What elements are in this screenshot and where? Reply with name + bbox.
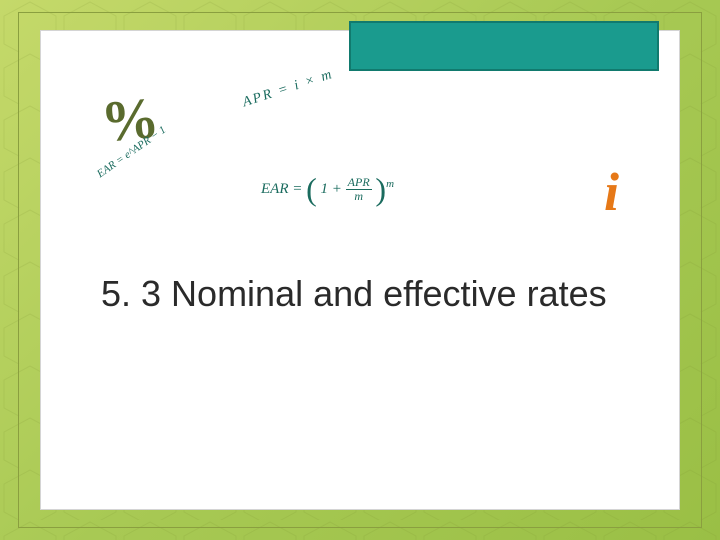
i-symbol: i: [604, 161, 619, 223]
left-paren: (: [306, 171, 317, 207]
formula-region: % APR = i × m EAR = e^APR − 1 EAR = ( 1 …: [81, 51, 639, 251]
formula-apr: APR = i × m: [241, 67, 336, 111]
right-paren: ): [375, 171, 386, 207]
fraction: APR m: [346, 176, 372, 203]
formula-ear-compound: EAR = ( 1 + APR m )m: [261, 171, 394, 208]
content-panel: % APR = i × m EAR = e^APR − 1 EAR = ( 1 …: [40, 30, 680, 510]
ear-label: EAR =: [261, 181, 302, 197]
slide-heading: 5. 3 Nominal and effective rates: [101, 271, 619, 316]
fraction-numerator: APR: [346, 176, 372, 190]
exponent: m: [386, 178, 394, 190]
one-plus: 1 +: [321, 181, 342, 197]
fraction-denominator: m: [346, 190, 372, 203]
